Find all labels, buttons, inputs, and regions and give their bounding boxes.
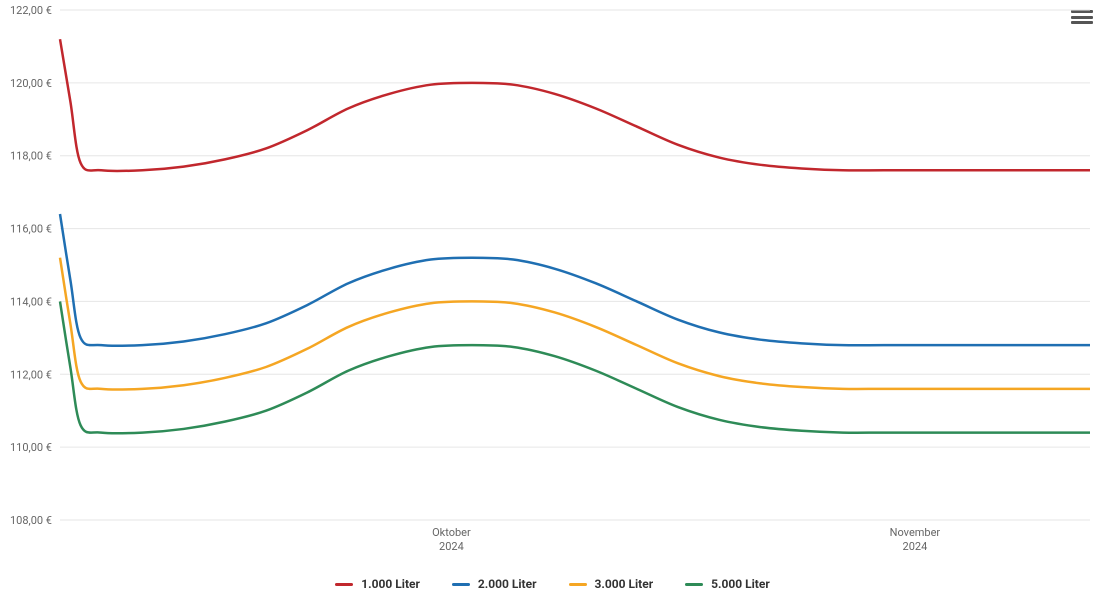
chart-container: 108,00 € 110,00 € 112,00 € 114,00 € 116,00 €… [0,0,1105,603]
legend-swatch [335,583,353,586]
y-tick-label: 122,00 € [10,4,52,17]
y-tick-label: 118,00 € [10,150,52,163]
legend-item[interactable]: 1.000 Liter [335,577,420,591]
series-line [60,39,1090,171]
series-line [60,258,1090,390]
x-tick-label: Oktober2024 [432,526,471,553]
legend-label: 3.000 Liter [595,577,654,591]
x-tick-label: November2024 [890,526,941,553]
y-tick-label: 112,00 € [10,368,52,381]
y-tick-label: 110,00 € [10,441,52,454]
legend-swatch [685,583,703,586]
y-tick-label: 120,00 € [10,77,52,90]
legend-label: 5.000 Liter [711,577,770,591]
y-tick-label: 114,00 € [10,295,52,308]
legend-swatch [452,583,470,586]
y-tick-label: 108,00 € [10,514,52,527]
legend-label: 2.000 Liter [478,577,537,591]
gridlines: 108,00 € 110,00 € 112,00 € 114,00 € 116,00 €… [10,4,1090,527]
series-line [60,301,1090,433]
legend-item[interactable]: 5.000 Liter [685,577,770,591]
legend-label: 1.000 Liter [361,577,420,591]
legend: 1.000 Liter 2.000 Liter 3.000 Liter 5.000 L… [0,577,1105,591]
legend-item[interactable]: 2.000 Liter [452,577,537,591]
series-line [60,214,1090,346]
legend-item[interactable]: 3.000 Liter [569,577,654,591]
legend-swatch [569,583,587,586]
line-chart: 108,00 €110,00 €112,00 €114,00 €116,00 €… [60,10,1090,520]
y-tick-label: 116,00 € [10,223,52,236]
